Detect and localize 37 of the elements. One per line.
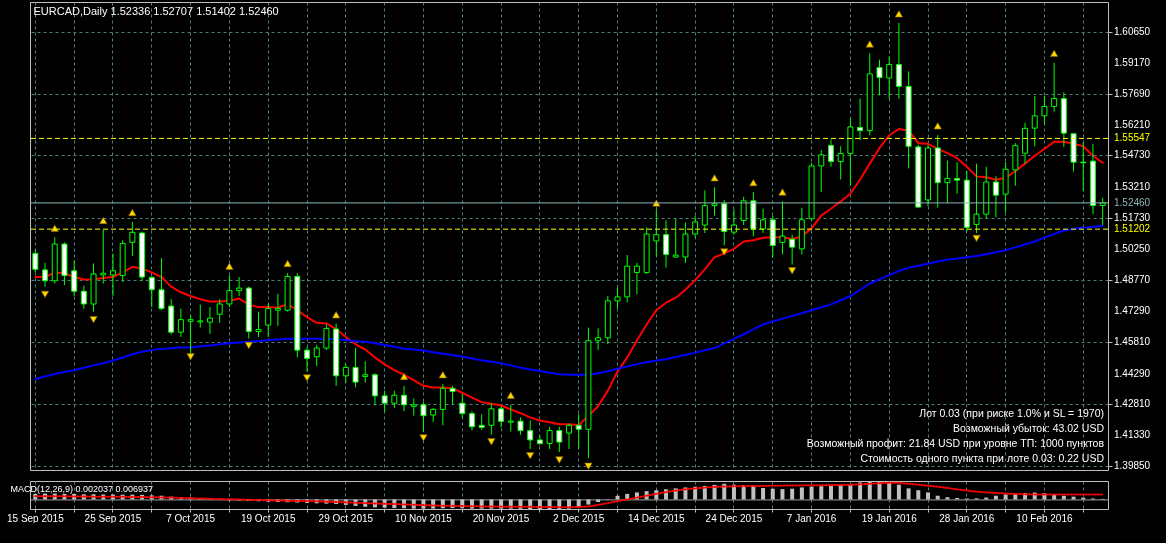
x-tick-label: 19 Jan 2016	[861, 512, 918, 524]
x-tick-label: 2 Dec 2015	[553, 512, 605, 524]
ref-line-label: 1.51202	[1114, 223, 1151, 235]
ref-line-label: 1.55547	[1114, 132, 1151, 144]
y-tick-label: 1.59170	[1114, 56, 1151, 68]
y-tick-label: 1.42810	[1114, 398, 1151, 410]
ref-line-label: 1.52460	[1114, 196, 1151, 208]
x-tick-label: 28 Jan 2016	[939, 512, 995, 524]
x-tick-label: 10 Nov 2015	[395, 512, 453, 524]
y-tick-label: 1.48770	[1114, 273, 1151, 285]
y-tick-label: 1.57690	[1114, 87, 1151, 99]
y-tick-label: 1.53210	[1114, 181, 1151, 193]
y-tick-label: 1.45810	[1114, 335, 1151, 347]
annotation: Возможный профит: 21.84 USD при уровне ТП: 1000 пунктов	[806, 437, 1105, 449]
x-tick-label: 19 Oct 2015	[240, 512, 296, 524]
annotation: Возможный убыток: 43.02 USD	[953, 422, 1105, 434]
x-tick-label: 7 Jan 2016	[786, 512, 837, 524]
annotation: Лот 0.03 (при риске 1.0% и SL = 1970)	[919, 407, 1104, 419]
x-tick-label: 10 Feb 2016	[1016, 512, 1073, 524]
y-tick-label: 1.54730	[1114, 149, 1151, 161]
x-tick-label: 25 Sep 2015	[84, 512, 142, 524]
x-tick-label: 14 Dec 2015	[627, 512, 686, 524]
y-tick-label: 1.39850	[1114, 460, 1151, 472]
x-tick-label: 7 Oct 2015	[166, 512, 216, 524]
x-tick-label: 15 Sep 2015	[6, 512, 65, 524]
y-tick-label: 1.44290	[1114, 367, 1151, 379]
x-tick-label: 24 Dec 2015	[705, 512, 763, 524]
chart-title: EURCAD,Daily 1.52336 1.52707 1.51402 1.52460	[33, 5, 279, 17]
annotation: Стоимость одного пункта при лоте 0.03: 0.22 USD	[860, 452, 1105, 464]
y-tick-label: 1.56210	[1114, 118, 1151, 130]
y-tick-label: 1.41330	[1114, 429, 1151, 441]
x-tick-label: 20 Nov 2015	[472, 512, 530, 524]
y-tick-label: 1.51730	[1114, 212, 1151, 224]
x-tick-label: 29 Oct 2015	[318, 512, 374, 524]
y-tick-label: 1.47290	[1114, 304, 1151, 316]
y-tick-label: 1.60650	[1114, 25, 1151, 37]
y-tick-label: 1.50250	[1114, 243, 1151, 255]
